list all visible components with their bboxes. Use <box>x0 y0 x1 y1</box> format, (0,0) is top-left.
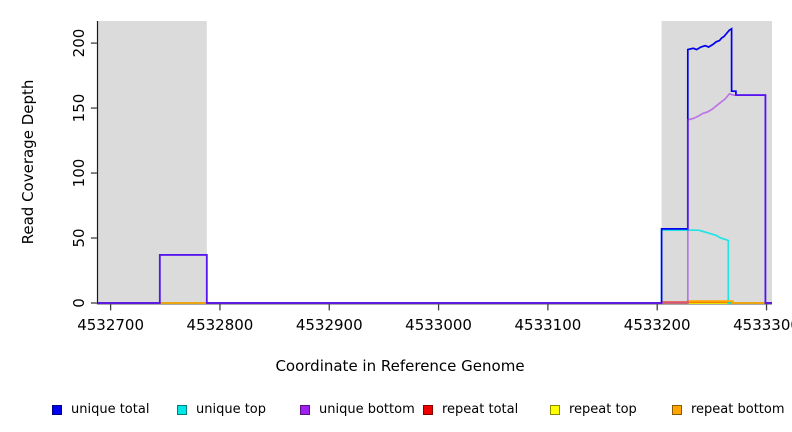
legend-swatch-icon <box>52 404 62 415</box>
y-tick-label: 200 <box>70 28 88 58</box>
x-tick-label: 4532800 <box>186 316 254 334</box>
x-tick-label: 4532700 <box>77 316 145 334</box>
legend-label: repeat bottom <box>691 402 785 417</box>
legend-item: unique total <box>52 402 149 417</box>
y-tick-label: 150 <box>70 93 88 123</box>
y-axis-title: Read Coverage Depth <box>19 79 37 245</box>
x-axis-title: Coordinate in Reference Genome <box>275 357 525 375</box>
y-tick-label: 100 <box>70 158 88 188</box>
legend-item: repeat total <box>423 402 518 417</box>
legend-label: repeat top <box>569 402 637 417</box>
series-line-unique-bottom <box>97 92 772 304</box>
shaded-region <box>661 21 772 304</box>
y-tick-label: 50 <box>70 228 88 248</box>
legend-item: repeat bottom <box>672 402 785 417</box>
legend-label: unique top <box>196 402 267 417</box>
x-tick-label: 4533000 <box>405 316 472 334</box>
legend-swatch-icon <box>177 404 187 415</box>
legend-label: unique bottom <box>319 402 415 417</box>
legend-swatch-icon <box>300 404 310 415</box>
y-tick-label: 0 <box>70 298 88 308</box>
legend-label: repeat total <box>442 402 519 417</box>
shaded-region <box>97 21 207 304</box>
legend-swatch-icon <box>423 404 433 415</box>
legend-item: unique top <box>177 402 266 417</box>
legend-swatch-icon <box>550 404 560 415</box>
legend-item: unique bottom <box>300 402 415 417</box>
legend-swatch-icon <box>672 404 682 415</box>
legend-item: repeat top <box>550 402 637 417</box>
x-tick-label: 4533100 <box>514 316 582 334</box>
x-tick-label: 4533200 <box>623 316 691 334</box>
legend-label: unique total <box>71 402 150 417</box>
x-tick-label: 4532900 <box>295 316 363 334</box>
